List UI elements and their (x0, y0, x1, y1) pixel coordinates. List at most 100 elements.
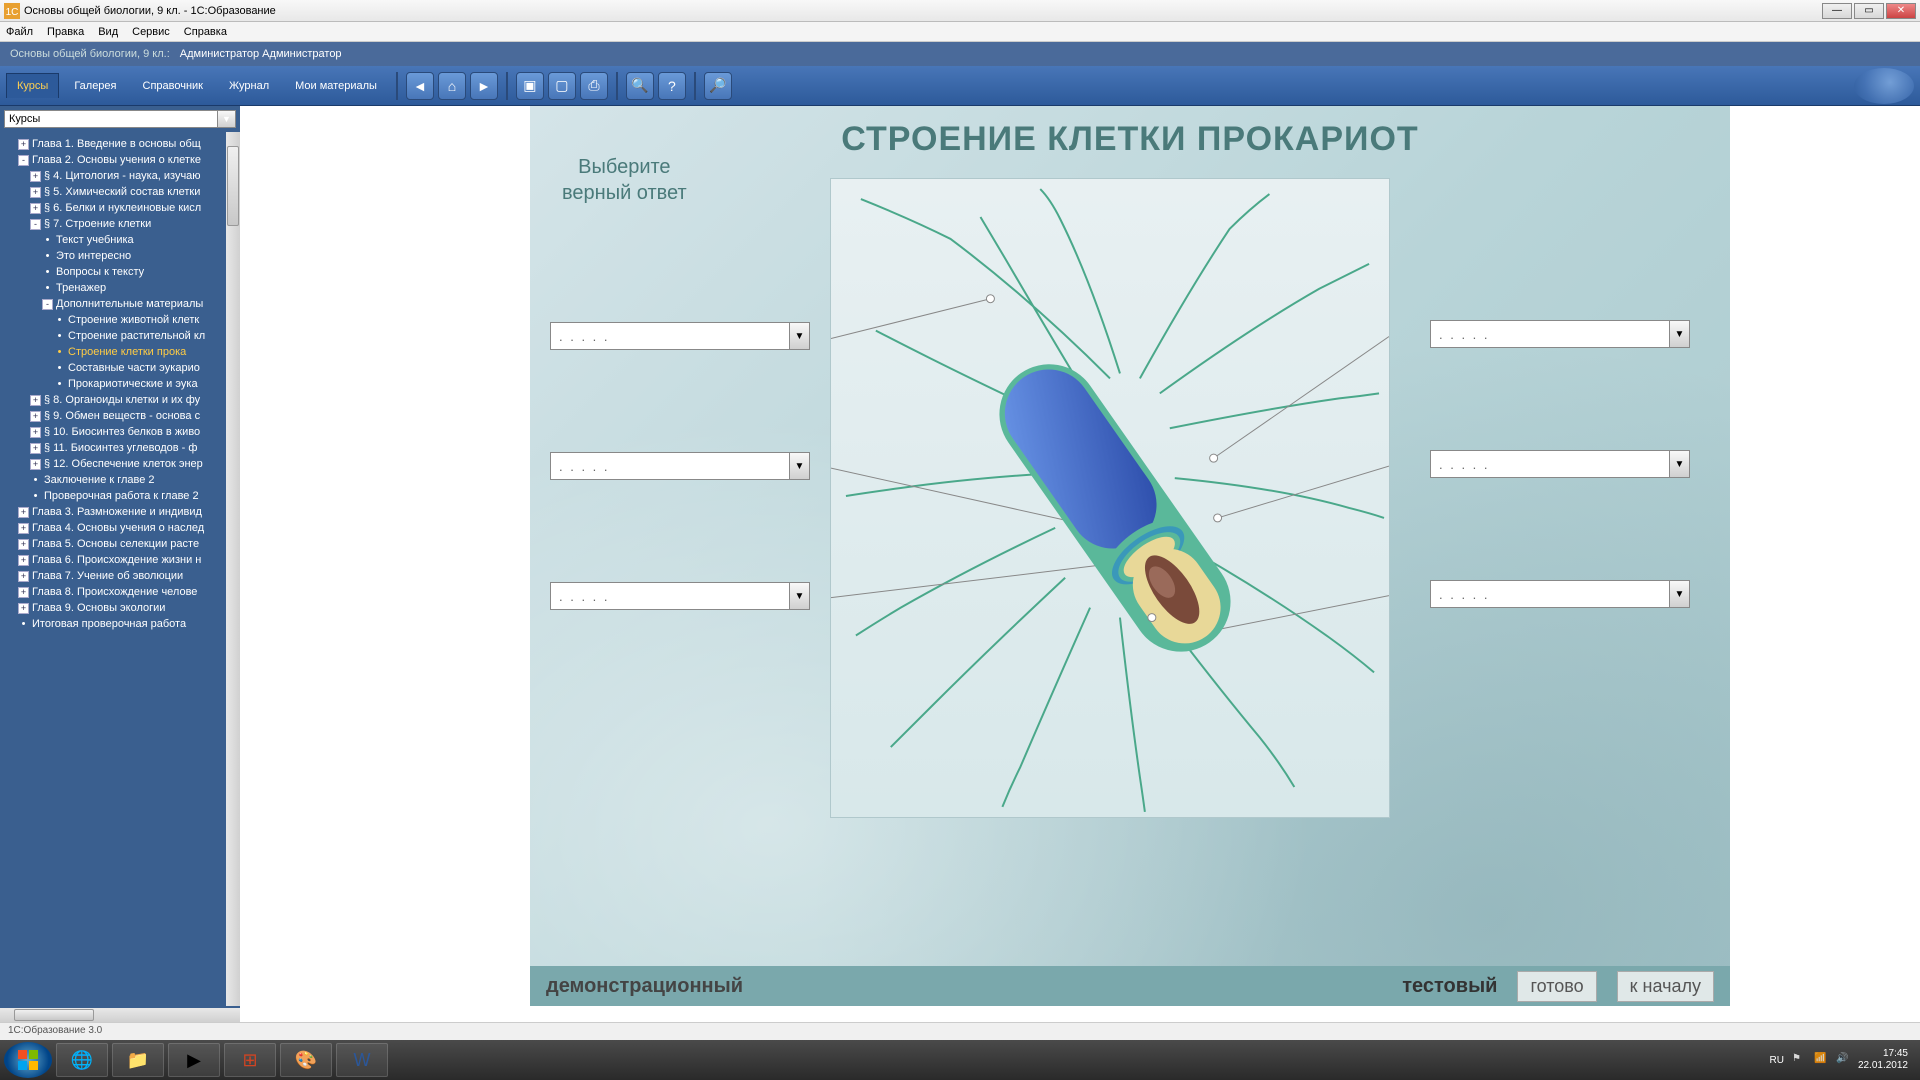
answer-dropdown-l1[interactable]: . . . . .▼ (550, 322, 810, 350)
tree-node[interactable]: •Тренажер (6, 280, 240, 296)
tree-node[interactable]: •Это интересно (6, 248, 240, 264)
maximize-button[interactable]: ▭ (1854, 3, 1884, 19)
sidebar-combo[interactable]: ▼ (4, 110, 236, 128)
answer-dropdown-l3[interactable]: . . . . .▼ (550, 582, 810, 610)
start-button[interactable] (4, 1042, 52, 1078)
answer-dropdown-r3[interactable]: . . . . .▼ (1430, 580, 1690, 608)
tab-courses[interactable]: Курсы (6, 73, 59, 98)
tree-node[interactable]: •Строение клетки прока (6, 344, 240, 360)
nav-forward-button[interactable]: ► (470, 72, 498, 100)
minimize-button[interactable]: — (1822, 3, 1852, 19)
fit-page-icon[interactable]: ▢ (548, 72, 576, 100)
taskbar-ppt-icon[interactable]: ⊞ (224, 1043, 276, 1077)
taskbar-app-icon[interactable]: 🎨 (280, 1043, 332, 1077)
tree-node[interactable]: +§ 8. Органоиды клетки и их фу (6, 392, 240, 408)
globe-decoration (1854, 68, 1914, 104)
chevron-down-icon[interactable]: ▼ (1669, 321, 1689, 347)
chevron-down-icon[interactable]: ▼ (1669, 451, 1689, 477)
content-area: СТРОЕНИЕ КЛЕТКИ ПРОКАРИОТ Выберитеверный… (240, 106, 1920, 1022)
tree-node[interactable]: +Глава 9. Основы экологии (6, 600, 240, 616)
menu-help[interactable]: Справка (184, 26, 227, 38)
tray-flag-icon[interactable]: ⚑ (1792, 1053, 1806, 1067)
tree-node[interactable]: -§ 7. Строение клетки (6, 216, 240, 232)
tree-node[interactable]: +§ 6. Белки и нуклеиновые кисл (6, 200, 240, 216)
tree-node[interactable]: •Итоговая проверочная работа (6, 616, 240, 632)
clock[interactable]: 17:45 22.01.2012 (1858, 1048, 1908, 1072)
answer-dropdown-r1[interactable]: . . . . .▼ (1430, 320, 1690, 348)
tree-node[interactable]: +§ 9. Обмен веществ - основа с (6, 408, 240, 424)
nav-home-button[interactable]: ⌂ (438, 72, 466, 100)
tab-reference[interactable]: Справочник (132, 73, 215, 99)
taskbar: 🌐 📁 ▶ ⊞ 🎨 W RU ⚑ 📶 🔊 17:45 22.01.2012 (0, 1040, 1920, 1080)
sidebar-vscroll[interactable] (226, 132, 240, 1006)
tree-node[interactable]: +Глава 4. Основы учения о наслед (6, 520, 240, 536)
tree-node[interactable]: •Текст учебника (6, 232, 240, 248)
tree-node[interactable]: •Строение животной клетк (6, 312, 240, 328)
tree-node[interactable]: •Прокариотические и эука (6, 376, 240, 392)
tree-node[interactable]: -Глава 2. Основы учения о клетке (6, 152, 240, 168)
taskbar-word-icon[interactable]: W (336, 1043, 388, 1077)
tray-network-icon[interactable]: 📶 (1814, 1053, 1828, 1067)
sidebar-hscroll[interactable] (0, 1008, 240, 1022)
lesson-page: СТРОЕНИЕ КЛЕТКИ ПРОКАРИОТ Выберитеверный… (530, 106, 1730, 1006)
tab-journal[interactable]: Журнал (218, 73, 280, 99)
menu-service[interactable]: Сервис (132, 26, 170, 38)
tree-node[interactable]: +Глава 1. Введение в основы общ (6, 136, 240, 152)
breadcrumb-path: Основы общей биологии, 9 кл.: (10, 48, 170, 60)
statusbar: 1С:Образование 3.0 (0, 1022, 1920, 1040)
svg-text:1C: 1C (6, 7, 19, 18)
answer-dropdown-l2[interactable]: . . . . .▼ (550, 452, 810, 480)
taskbar-explorer-icon[interactable]: 📁 (112, 1043, 164, 1077)
tree-node[interactable]: +§ 10. Биосинтез белков в живо (6, 424, 240, 440)
help-button[interactable]: ? (658, 72, 686, 100)
tree-node[interactable]: +§ 5. Химический состав клетки (6, 184, 240, 200)
menu-view[interactable]: Вид (98, 26, 118, 38)
tree-node[interactable]: +Глава 8. Происхождение челове (6, 584, 240, 600)
answer-dropdown-r2[interactable]: . . . . .▼ (1430, 450, 1690, 478)
tree-node[interactable]: •Вопросы к тексту (6, 264, 240, 280)
window-titlebar: 1C Основы общей биологии, 9 кл. - 1С:Обр… (0, 0, 1920, 22)
cell-diagram (830, 178, 1390, 818)
sidebar-combo-input[interactable] (4, 110, 218, 128)
tab-gallery[interactable]: Галерея (63, 73, 127, 99)
menu-edit[interactable]: Правка (47, 26, 84, 38)
page-title: СТРОЕНИЕ КЛЕТКИ ПРОКАРИОТ (530, 120, 1730, 159)
test-mode-link[interactable]: тестовый (1402, 975, 1497, 998)
menubar: Файл Правка Вид Сервис Справка (0, 22, 1920, 42)
restart-button[interactable]: к началу (1617, 971, 1714, 1002)
breadcrumb-user: Администратор Администратор (180, 48, 342, 60)
taskbar-ie-icon[interactable]: 🌐 (56, 1043, 108, 1077)
tree-node[interactable]: •Проверочная работа к главе 2 (6, 488, 240, 504)
chevron-down-icon[interactable]: ▼ (789, 453, 809, 479)
fit-width-icon[interactable]: ▣ (516, 72, 544, 100)
tree-node[interactable]: +§ 4. Цитология - наука, изучаю (6, 168, 240, 184)
instruction-text: Выберитеверный ответ (562, 154, 687, 206)
tree-node[interactable]: •Заключение к главе 2 (6, 472, 240, 488)
tree-node[interactable]: +Глава 3. Размножение и индивид (6, 504, 240, 520)
close-button[interactable]: ✕ (1886, 3, 1916, 19)
taskbar-media-icon[interactable]: ▶ (168, 1043, 220, 1077)
nav-back-button[interactable]: ◄ (406, 72, 434, 100)
search-button[interactable]: 🔍 (626, 72, 654, 100)
zoom-button[interactable]: 🔎 (704, 72, 732, 100)
menu-file[interactable]: Файл (6, 26, 33, 38)
tree-node[interactable]: +Глава 5. Основы селекции расте (6, 536, 240, 552)
tray-volume-icon[interactable]: 🔊 (1836, 1053, 1850, 1067)
tree-node[interactable]: -Дополнительные материалы (6, 296, 240, 312)
nav-tree: +Глава 1. Введение в основы общ-Глава 2.… (0, 132, 240, 1008)
tree-node[interactable]: +§ 12. Обеспечение клеток энер (6, 456, 240, 472)
tree-node[interactable]: +§ 11. Биосинтез углеводов - ф (6, 440, 240, 456)
chevron-down-icon[interactable]: ▼ (218, 110, 236, 128)
tree-node[interactable]: •Составные части эукарио (6, 360, 240, 376)
tab-my-materials[interactable]: Мои материалы (284, 73, 388, 99)
tree-node[interactable]: +Глава 7. Учение об эволюции (6, 568, 240, 584)
tree-node[interactable]: •Строение растительной кл (6, 328, 240, 344)
chevron-down-icon[interactable]: ▼ (789, 583, 809, 609)
chevron-down-icon[interactable]: ▼ (1669, 581, 1689, 607)
print-button[interactable]: ⎙ (580, 72, 608, 100)
tree-node[interactable]: +Глава 6. Происхождение жизни н (6, 552, 240, 568)
chevron-down-icon[interactable]: ▼ (789, 323, 809, 349)
page-footer: демонстрационный тестовый готово к начал… (530, 966, 1730, 1006)
lang-indicator[interactable]: RU (1769, 1055, 1783, 1066)
done-button[interactable]: готово (1517, 971, 1596, 1002)
